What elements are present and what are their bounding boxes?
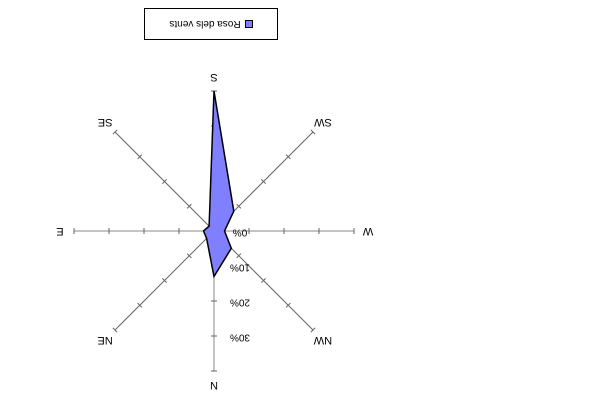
tick-label: 0% — [233, 226, 248, 237]
direction-label-se: SE — [98, 116, 113, 128]
radial-tick-labels: 0% 10% 20% 30% — [230, 226, 250, 342]
direction-label-e: E — [56, 225, 63, 237]
direction-label-ne: NE — [97, 334, 112, 346]
series-area — [204, 91, 234, 277]
tick-label: 10% — [230, 261, 250, 272]
direction-label-w: W — [362, 225, 373, 237]
legend-label: Rosa dels vents — [169, 19, 240, 30]
radar-series — [203, 91, 233, 277]
direction-label-nw: NW — [313, 334, 332, 346]
direction-label-sw: SW — [313, 116, 331, 128]
tick-label: 30% — [230, 331, 250, 342]
legend-swatch — [245, 20, 253, 28]
direction-label-n: N — [210, 379, 218, 391]
direction-label-s: S — [210, 71, 217, 83]
tick-label: 20% — [230, 296, 250, 307]
legend: Rosa dels vents — [144, 8, 278, 40]
